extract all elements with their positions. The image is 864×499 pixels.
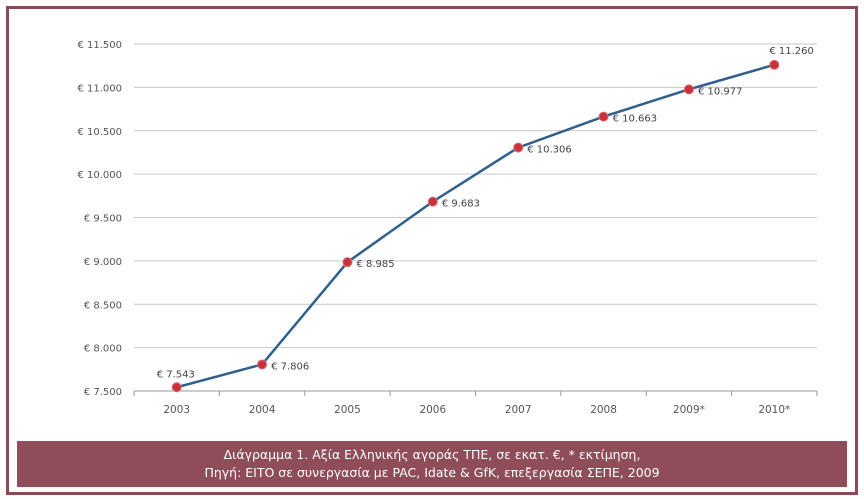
data-point bbox=[427, 196, 438, 207]
x-tick-label: 2008 bbox=[590, 404, 617, 416]
data-point bbox=[171, 382, 182, 393]
x-tick-label: 2010* bbox=[758, 404, 790, 416]
data-label: € 7.543 bbox=[157, 369, 195, 380]
x-tick-label: 2009* bbox=[673, 404, 705, 416]
y-tick-label: € 9.500 bbox=[84, 214, 122, 225]
data-label: € 7.806 bbox=[271, 361, 309, 372]
series-line bbox=[176, 63, 775, 389]
caption-line-1: Διάγραμμα 1. Αξία Ελληνικής αγοράς ΤΠΕ, … bbox=[223, 447, 641, 462]
x-axis-tick-labels: 2003 2004 2005 2006 2007 2008 2009* 2010* bbox=[163, 404, 790, 416]
y-tick-label: € 8.500 bbox=[84, 300, 122, 311]
data-point bbox=[342, 257, 353, 268]
y-tick-label: € 11.000 bbox=[77, 83, 122, 94]
y-tick-label: € 9.000 bbox=[84, 257, 122, 268]
x-tick-label: 2007 bbox=[505, 404, 532, 416]
data-label: € 10.306 bbox=[527, 145, 572, 156]
y-tick-label: € 10.500 bbox=[77, 127, 122, 138]
y-tick-label: € 11.500 bbox=[77, 40, 122, 51]
y-axis-tick-labels: € 7.500 € 8.000 € 8.500 € 9.000 € 9.500 € 10.… bbox=[77, 40, 122, 398]
data-label: € 10.977 bbox=[698, 86, 743, 97]
data-point bbox=[513, 142, 524, 153]
y-tick-label: € 10.000 bbox=[77, 170, 122, 181]
series-line-layer bbox=[176, 63, 775, 389]
x-tick-label: 2005 bbox=[334, 404, 361, 416]
data-point bbox=[257, 359, 268, 370]
line-chart: € 7.500 € 8.000 € 8.500 € 9.000 € 9.500 € 10.… bbox=[77, 40, 818, 416]
chart-caption: Διάγραμμα 1. Αξία Ελληνικής αγοράς ΤΠΕ, … bbox=[17, 441, 847, 487]
data-label: € 9.683 bbox=[442, 199, 480, 210]
x-tick-label: 2003 bbox=[163, 404, 190, 416]
data-labels: € 7.543 € 7.806 € 8.985 € 9.683 € 10.306 € 10… bbox=[157, 46, 814, 380]
data-label: € 8.985 bbox=[356, 259, 394, 270]
x-tick-label: 2004 bbox=[249, 404, 276, 416]
x-tick-label: 2006 bbox=[419, 404, 446, 416]
data-label: € 10.663 bbox=[613, 114, 658, 125]
data-point bbox=[598, 111, 609, 122]
data-label: € 11.260 bbox=[769, 46, 814, 57]
caption-line-2: Πηγή: EITO σε συνεργασία με PAC, Idate &… bbox=[204, 465, 660, 480]
y-tick-label: € 7.500 bbox=[84, 387, 122, 398]
chart-frame: € 7.500 € 8.000 € 8.500 € 9.000 € 9.500 € 10.… bbox=[6, 6, 858, 495]
data-point bbox=[683, 84, 694, 95]
y-tick-label: € 8.000 bbox=[84, 344, 122, 355]
data-point bbox=[769, 59, 780, 70]
data-point-markers bbox=[171, 59, 780, 393]
